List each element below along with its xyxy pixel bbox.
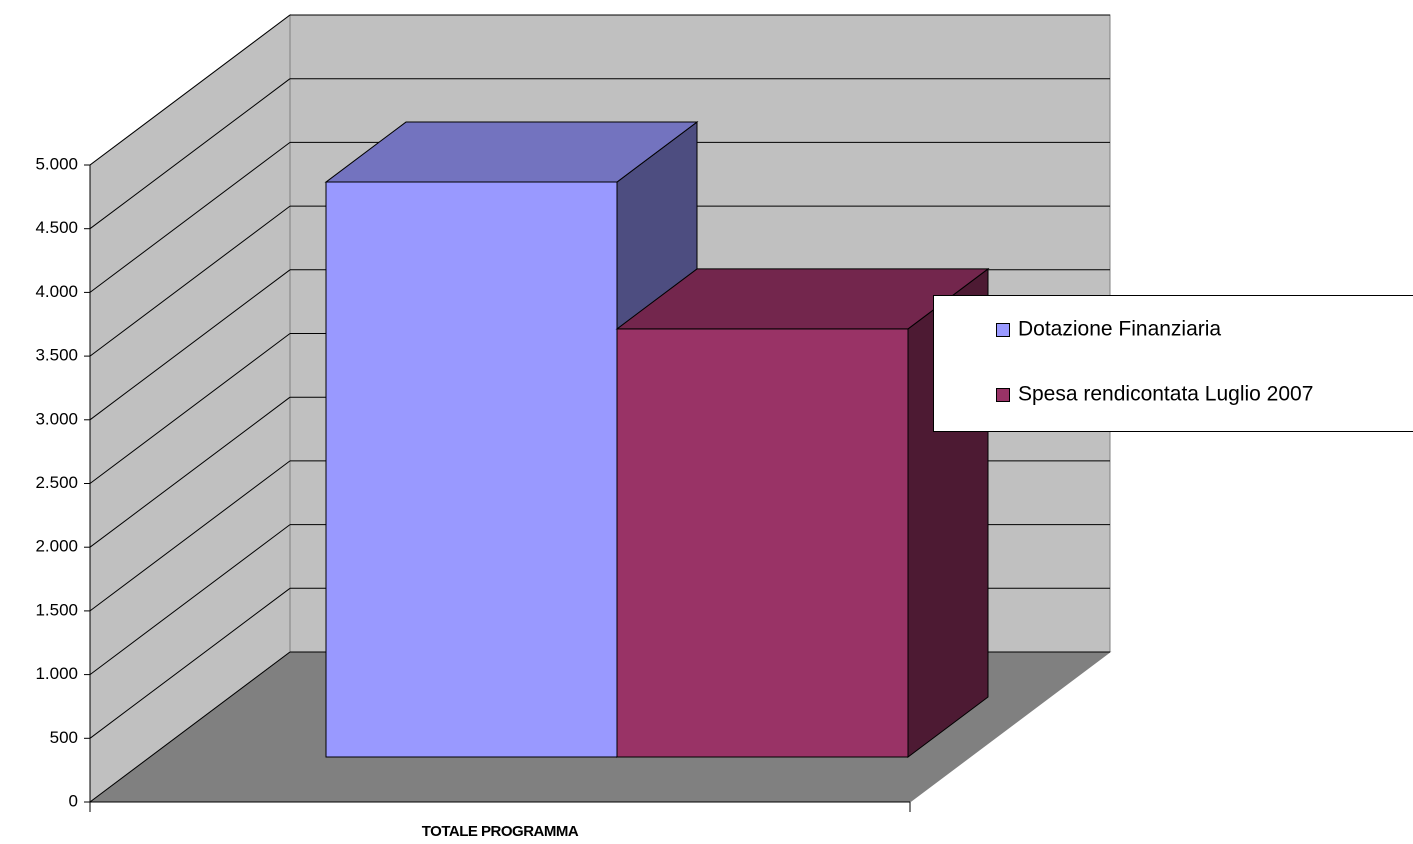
y-tick-label: 4.500: [35, 218, 78, 237]
bar-top: [615, 268, 990, 330]
grid-line: [89, 269, 291, 421]
grid-line: [89, 205, 291, 357]
legend-box: [933, 295, 1413, 432]
bar-top: [324, 121, 699, 183]
y-tick-label: 1.500: [35, 600, 78, 619]
grid-line: [89, 141, 291, 293]
legend-label: Spesa rendicontata Luglio 2007: [1018, 383, 1313, 406]
bar-front: [325, 181, 618, 758]
grid-line: [89, 14, 291, 166]
grid-line: [89, 396, 291, 548]
y-tick-label: 500: [50, 728, 78, 747]
y-tick-label: 2.000: [35, 537, 78, 556]
x-tick-label: TOTALE PROGRAMMA: [422, 823, 579, 840]
y-tick-label: 3.500: [35, 346, 78, 365]
grid-line: [89, 78, 291, 230]
grid-line: [89, 524, 291, 675]
legend-label: Dotazione Finanziaria: [1018, 318, 1221, 341]
bar-front: [616, 328, 909, 758]
grid-line: [89, 587, 291, 739]
legend-swatch: [996, 323, 1010, 337]
grid-line: [89, 333, 291, 484]
y-tick-label: 2.500: [35, 473, 78, 492]
grid-line: [89, 460, 291, 612]
grid-line: [89, 651, 291, 803]
y-tick-label: 4.000: [35, 282, 78, 301]
y-tick-label: 3.000: [35, 409, 78, 428]
y-tick-label: 0: [69, 791, 78, 810]
y-tick-label: 5.000: [35, 154, 78, 173]
legend-swatch: [996, 388, 1010, 402]
y-tick-label: 1.000: [35, 664, 78, 683]
